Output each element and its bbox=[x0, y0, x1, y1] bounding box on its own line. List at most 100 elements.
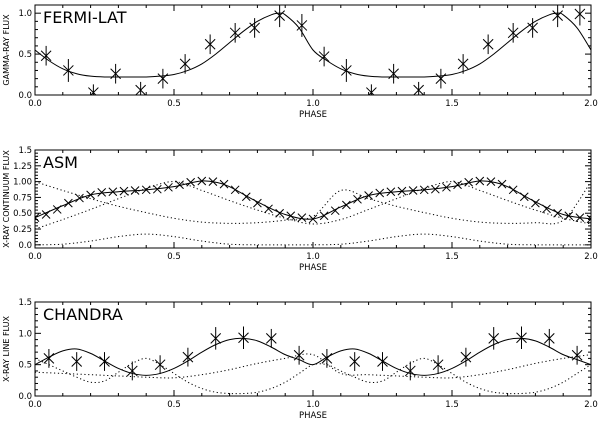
data-point bbox=[571, 345, 583, 365]
data-point bbox=[297, 213, 307, 223]
model-component-1 bbox=[35, 353, 591, 379]
model-component-2 bbox=[35, 357, 591, 395]
data-point bbox=[586, 214, 591, 224]
data-marker bbox=[75, 193, 84, 203]
data-marker bbox=[35, 213, 40, 219]
data-point bbox=[488, 327, 500, 350]
data-point bbox=[386, 187, 396, 197]
data-point bbox=[135, 81, 146, 95]
panel-title: CHANDRA bbox=[43, 305, 123, 324]
x-tick-label: 1.5 bbox=[445, 99, 459, 109]
model-curve bbox=[35, 180, 591, 220]
data-point bbox=[204, 34, 216, 55]
data-point bbox=[543, 328, 555, 348]
y-tick-label: 0.50 bbox=[13, 209, 32, 219]
x-tick-label: 1.0 bbox=[306, 99, 320, 109]
data-point bbox=[35, 213, 40, 223]
x-tick-label: 0.0 bbox=[28, 252, 42, 262]
y-tick-label: 0.5 bbox=[18, 361, 32, 371]
y-tick-label: 0.0 bbox=[18, 392, 32, 402]
data-point bbox=[552, 5, 563, 28]
data-point bbox=[40, 45, 52, 66]
data-point bbox=[457, 54, 469, 74]
data-point bbox=[274, 5, 285, 28]
data-point bbox=[377, 352, 388, 371]
panel-2: 0.0 0.5 1.0 1.5 2.0 0.0 0.25 0.50 0.75 1.00 1.25 1.… bbox=[2, 146, 598, 273]
data-marker bbox=[264, 204, 273, 214]
y-tick-label: 1.5 bbox=[18, 146, 32, 156]
y-tick-label: 0.0 bbox=[18, 91, 32, 101]
data-marker bbox=[319, 211, 329, 221]
x-tick-label: 1.5 bbox=[445, 400, 459, 410]
plot-area bbox=[35, 326, 591, 395]
plot-area bbox=[35, 176, 591, 246]
data-point bbox=[249, 18, 260, 38]
plot-area bbox=[35, 5, 591, 95]
y-tick-label: 0.25 bbox=[13, 225, 32, 235]
data-marker bbox=[586, 214, 591, 220]
y-tick-label: 0.5 bbox=[18, 50, 32, 60]
data-point bbox=[318, 46, 330, 67]
data-point bbox=[110, 63, 121, 84]
x-axis-label: PHASE bbox=[299, 263, 327, 273]
data-point bbox=[574, 5, 586, 26]
model-component-2 bbox=[35, 181, 591, 230]
x-tick-label: 2.0 bbox=[584, 252, 598, 262]
y-tick-label: 0.0 bbox=[18, 241, 32, 251]
data-point bbox=[97, 188, 107, 197]
x-tick-label: 0.5 bbox=[167, 252, 181, 262]
data-point bbox=[229, 23, 241, 43]
panel-title: FERMI-LAT bbox=[43, 8, 127, 27]
data-point bbox=[388, 63, 399, 84]
plot-frame bbox=[34, 149, 592, 249]
data-point bbox=[88, 84, 99, 95]
data-point bbox=[63, 59, 74, 82]
data-marker bbox=[97, 188, 107, 197]
x-tick-label: 2.0 bbox=[584, 99, 598, 109]
data-point bbox=[179, 54, 191, 74]
x-axis-label: PHASE bbox=[299, 110, 327, 120]
data-point bbox=[186, 177, 196, 187]
data-point bbox=[238, 326, 249, 349]
data-point bbox=[265, 328, 277, 348]
data-point bbox=[460, 347, 472, 367]
data-marker bbox=[35, 216, 40, 223]
data-marker bbox=[586, 218, 591, 224]
y-tick-label: 1.0 bbox=[18, 329, 32, 339]
y-tick-label: 1.00 bbox=[13, 178, 32, 188]
x-axis-label: PHASE bbox=[299, 411, 327, 421]
y-axis-label: X-RAY CONTINUUM FLUX bbox=[2, 150, 11, 248]
panel-title: ASM bbox=[43, 153, 78, 172]
data-point bbox=[182, 347, 194, 367]
x-tick-label: 1.0 bbox=[306, 400, 320, 410]
data-marker bbox=[186, 177, 196, 187]
data-marker bbox=[386, 187, 396, 197]
data-point bbox=[349, 352, 361, 371]
data-marker bbox=[542, 204, 551, 214]
data-point bbox=[435, 68, 447, 89]
data-point bbox=[321, 349, 333, 368]
data-marker bbox=[175, 180, 184, 190]
data-point bbox=[527, 18, 538, 38]
data-marker bbox=[241, 192, 251, 202]
model-component-3 bbox=[35, 233, 591, 246]
model-curve bbox=[35, 12, 591, 78]
data-point bbox=[210, 327, 222, 350]
data-point bbox=[157, 68, 169, 89]
data-point bbox=[75, 193, 84, 203]
data-marker bbox=[531, 198, 540, 208]
data-point bbox=[366, 84, 377, 95]
x-tick-label: 0.0 bbox=[28, 99, 42, 109]
data-point bbox=[99, 352, 110, 371]
data-marker bbox=[519, 192, 529, 202]
data-point bbox=[404, 361, 416, 381]
y-tick-label: 0.75 bbox=[13, 193, 32, 203]
data-marker bbox=[253, 198, 262, 208]
x-tick-label: 1.0 bbox=[306, 252, 320, 262]
data-marker bbox=[453, 180, 462, 190]
y-axis-label: X-RAY LINE FLUX bbox=[2, 316, 11, 382]
data-point bbox=[482, 34, 494, 55]
model-curve bbox=[35, 337, 591, 376]
